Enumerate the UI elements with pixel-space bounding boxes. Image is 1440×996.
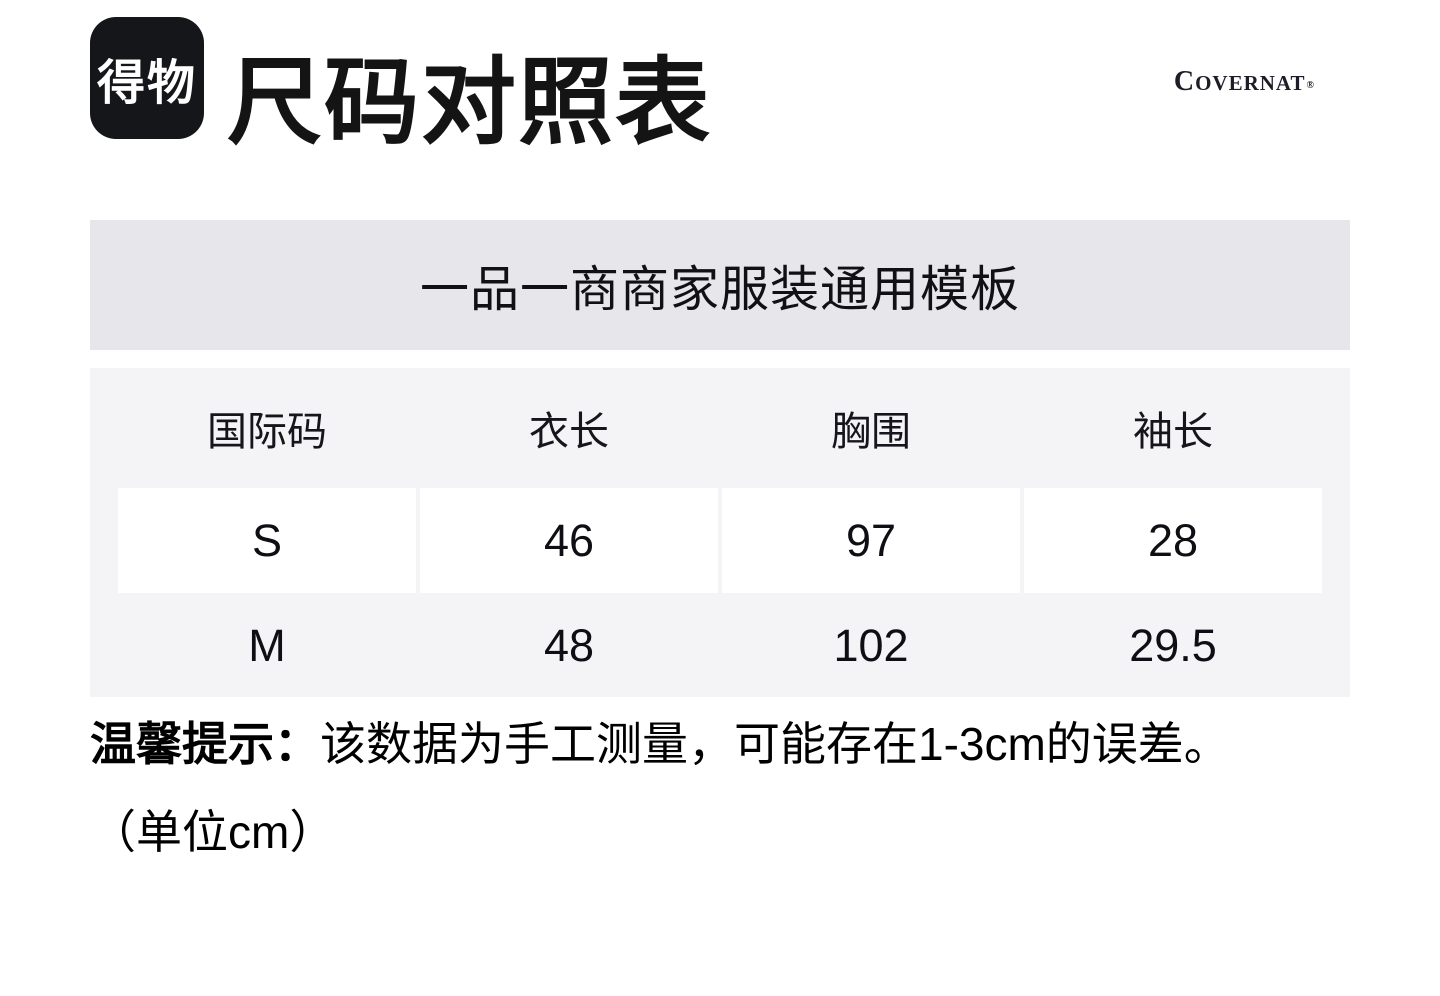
size-table-header-row: 国际码 衣长 胸围 袖长 bbox=[118, 368, 1322, 488]
brand-logo: COVERNAT® bbox=[1174, 66, 1315, 98]
size-table: 国际码 衣长 胸围 袖长 S 46 97 28 M 48 102 29.5 bbox=[90, 368, 1350, 697]
template-banner: 一品一商商家服装通用模板 bbox=[90, 220, 1350, 350]
brand-rest: OVERNAT bbox=[1195, 71, 1306, 95]
measurement-note: 温馨提示：该数据为手工测量，可能存在1-3cm的误差。 （单位cm） bbox=[90, 700, 1380, 876]
cell-m-intl-size: M bbox=[248, 619, 286, 671]
template-banner-text: 一品一商商家服装通用模板 bbox=[419, 262, 1020, 317]
cell-m-sleeve-length: 29.5 bbox=[1129, 619, 1217, 671]
table-row-size-m: M 48 102 29.5 bbox=[118, 594, 1322, 697]
note-unit: （单位cm） bbox=[90, 806, 336, 858]
cell-s-intl-size: S bbox=[118, 488, 416, 593]
cell-s-sleeve-length: 28 bbox=[1024, 488, 1322, 593]
brand-initial: C bbox=[1173, 66, 1196, 97]
dewu-logo-text: 得物 bbox=[96, 57, 197, 110]
cell-m-chest: 102 bbox=[833, 619, 909, 671]
cell-m-garment-length: 48 bbox=[543, 619, 595, 671]
column-header-garment-length: 衣长 bbox=[529, 410, 609, 454]
cell-s-garment-length: 46 bbox=[420, 488, 718, 593]
column-header-chest: 胸围 bbox=[831, 410, 911, 454]
note-label: 温馨提示： bbox=[90, 718, 320, 770]
dewu-logo: 得物 bbox=[90, 17, 204, 139]
page-title: 尺码对照表 bbox=[227, 50, 713, 156]
note-text: 该数据为手工测量，可能存在1-3cm的误差。 bbox=[320, 718, 1230, 770]
column-header-sleeve-length: 袖长 bbox=[1133, 410, 1213, 454]
registered-trademark-icon: ® bbox=[1306, 80, 1315, 91]
table-row-size-s: S 46 97 28 bbox=[118, 488, 1322, 593]
cell-s-chest: 97 bbox=[722, 488, 1020, 593]
column-header-intl-size: 国际码 bbox=[207, 410, 327, 454]
